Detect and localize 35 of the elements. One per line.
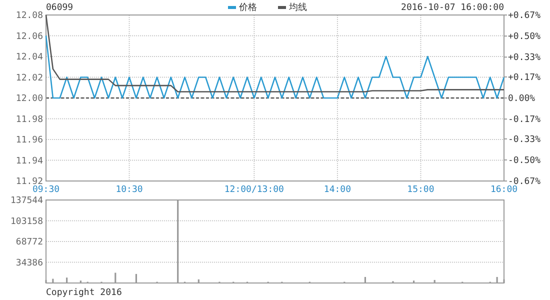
y2-tick-label: -0.50% [508,156,542,166]
text: Copyright 2016 [46,288,122,298]
x-tick-label: 10:30 [116,185,143,195]
y-tick-label: 12.06 [16,32,43,42]
y-tick-label: 12.04 [16,52,43,62]
text: 2016-10-07 16:00:00 [401,3,504,13]
x-tick-label: 12:00/13:00 [224,185,284,195]
y-tick-label: 11.92 [16,177,43,187]
x-tick-label: 14:00 [324,185,351,195]
y2-tick-label: -0.17% [508,115,542,126]
x-tick-label: 15:00 [407,185,434,195]
y-tick-label: 12.00 [16,94,43,104]
y-tick-label: 11.94 [16,156,43,166]
y2-tick-label: 0.00% [508,94,536,104]
y2-tick-label: -0.67% [508,177,542,187]
y2-tick-label: +0.67% [508,11,542,21]
line-series [45,14,505,92]
y2-tick-label: +0.50% [508,32,542,42]
y2-tick-label: -0.33% [508,134,542,145]
y-tick-label: 12.08 [16,11,43,21]
y-tick-label: 11.98 [16,114,43,125]
x-tick-label: 09:30 [32,185,60,195]
chart-title: 06099 [46,3,74,13]
y-tick-label: 68772 [16,238,43,248]
y-tick-label: 137544 [10,196,43,206]
y-tick-label: 103158 [10,216,43,227]
legend-label: 均线 [288,2,307,13]
legend-label: 价格 [238,2,257,13]
y2-tick-label: +0.17% [508,72,542,83]
y-tick-label: 12.02 [16,73,43,84]
y-tick-label: 34386 [16,258,43,268]
line-series [45,35,505,99]
y2-tick-label: +0.33% [508,53,542,64]
y-tick-label: 11.96 [16,136,43,146]
x-tick-label: 16:00 [490,185,518,195]
